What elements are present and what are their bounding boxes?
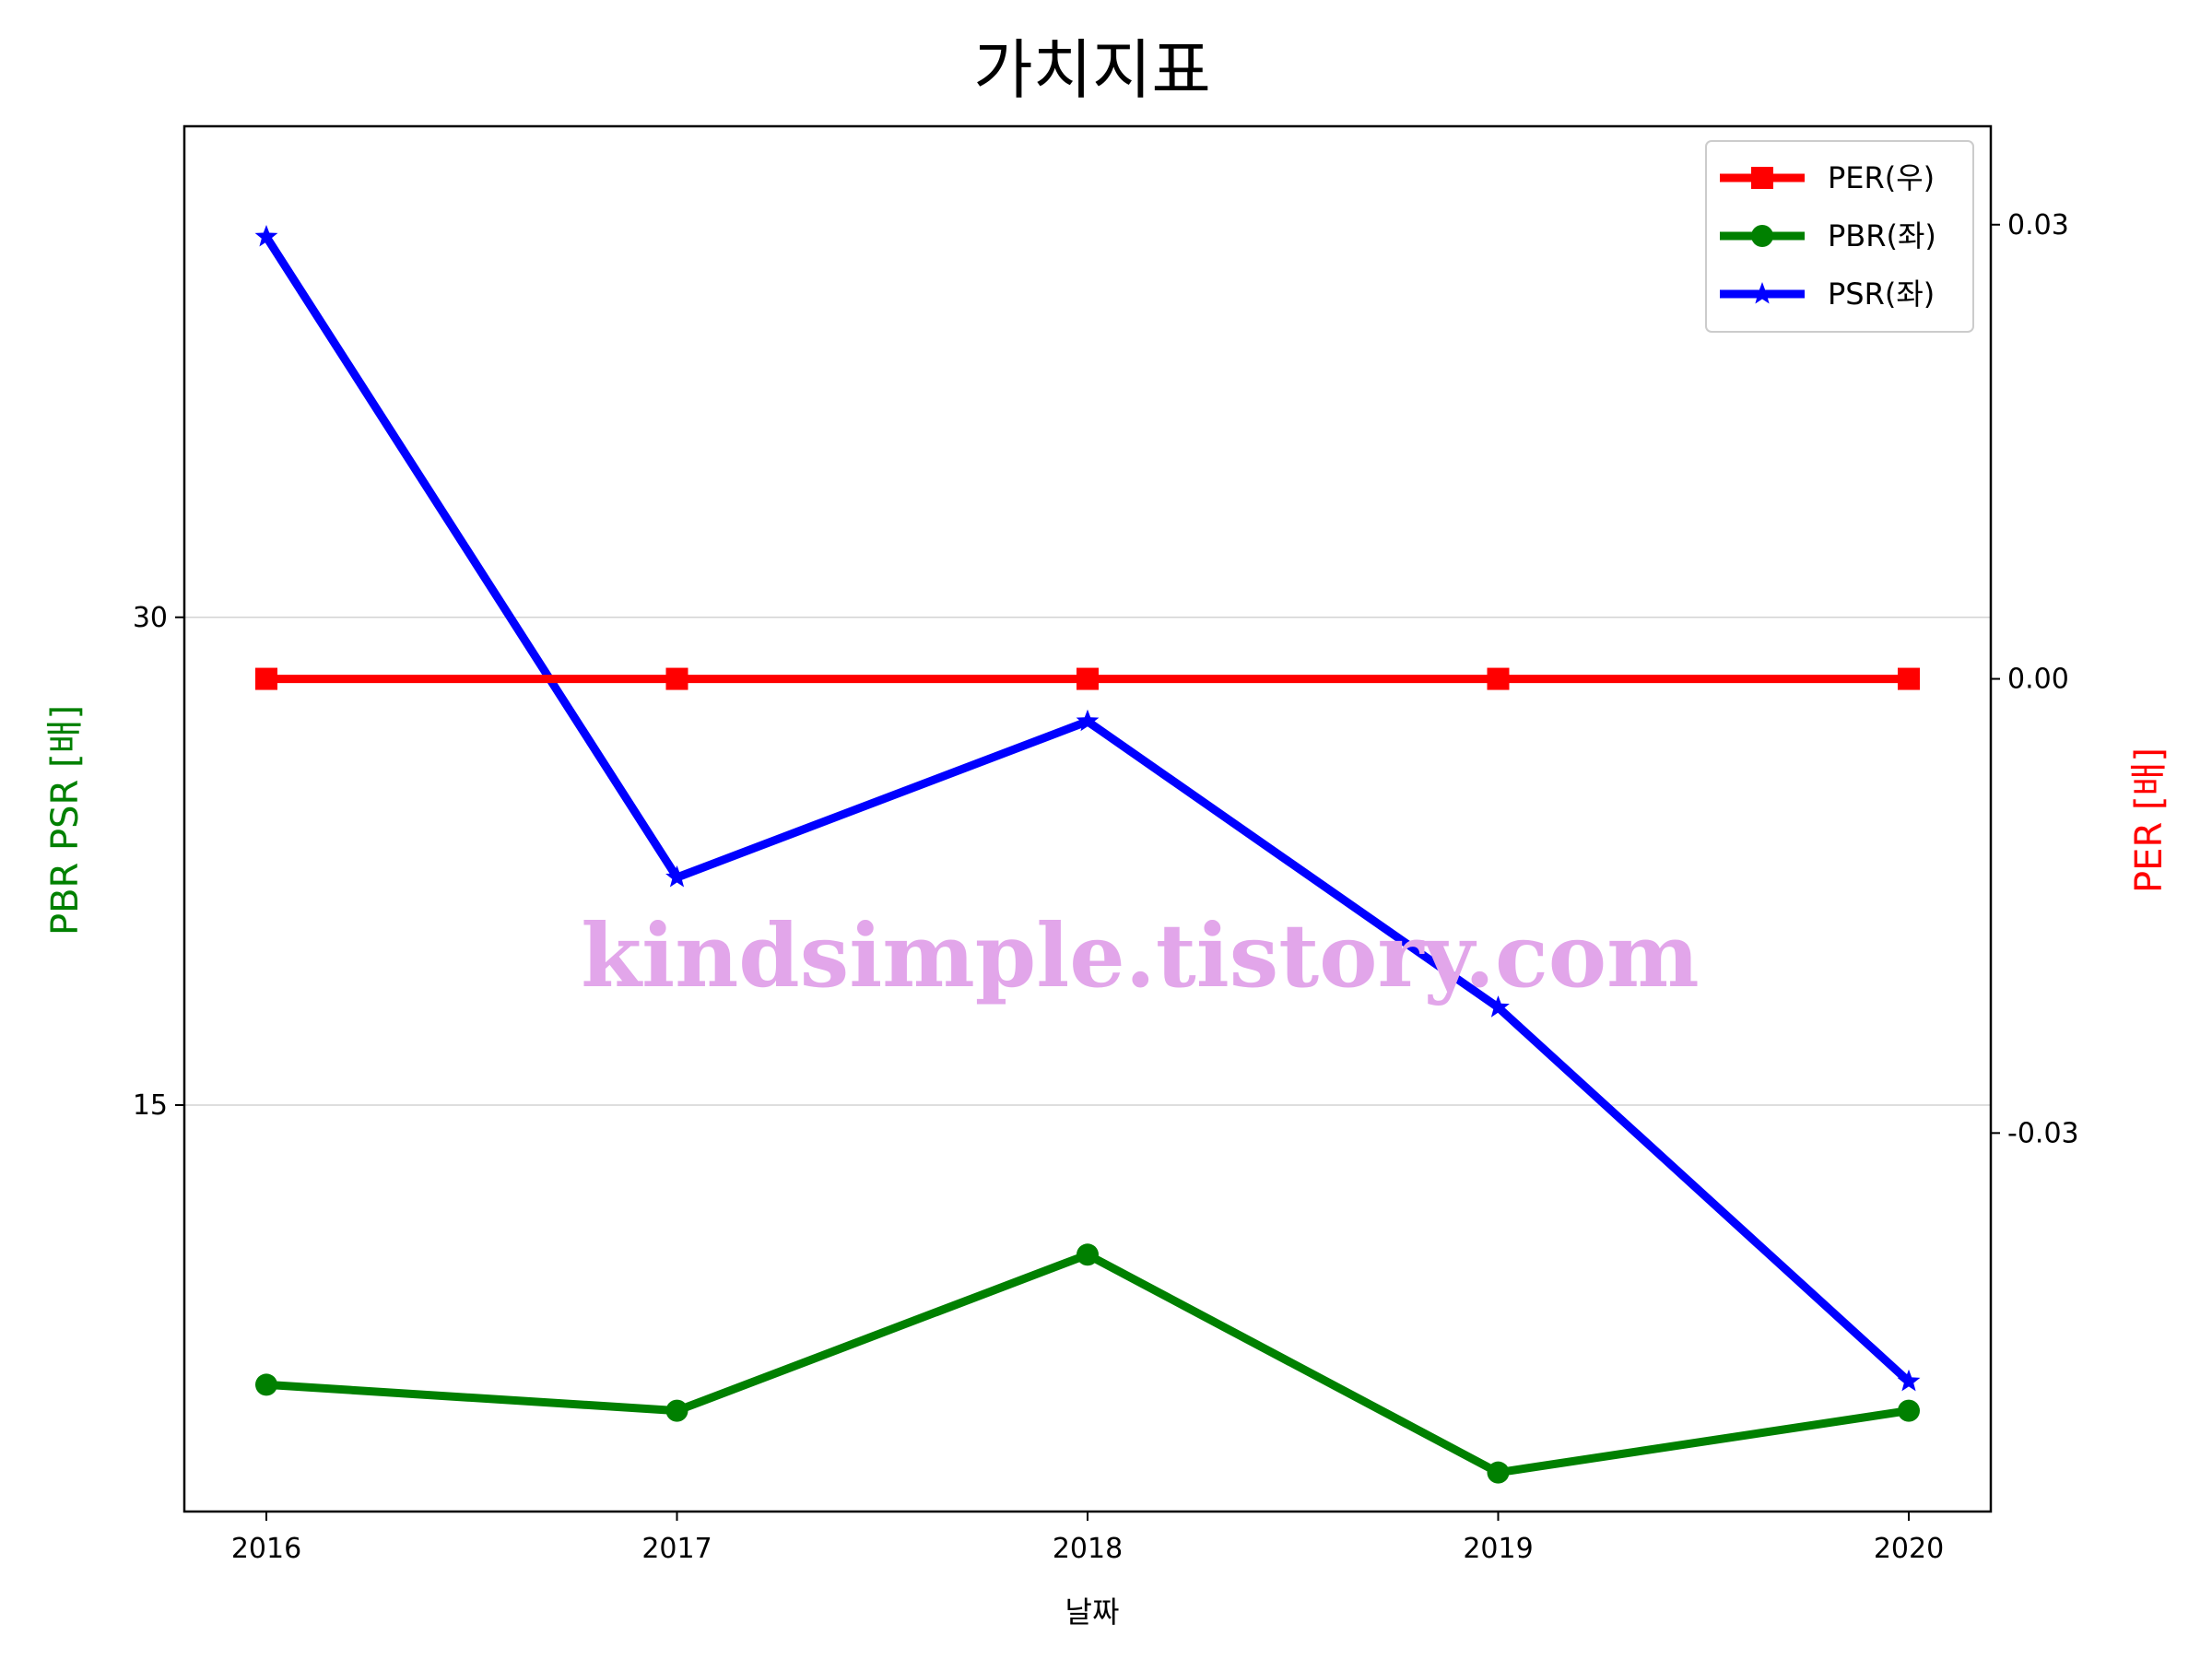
- psr-point: [1487, 995, 1510, 1018]
- pbr-point: [1898, 1399, 1920, 1422]
- grid-layer: [184, 617, 1991, 1106]
- x-tick-label: 2019: [1463, 1533, 1533, 1565]
- legend-marker-pbr: [1751, 225, 1773, 247]
- chart-title: 가치지표: [973, 32, 1211, 108]
- y-right-tick-label: 0.00: [2007, 664, 2069, 696]
- psr-point: [1076, 709, 1100, 732]
- pbr-point: [665, 1399, 688, 1422]
- y-right-tick-label: 0.03: [2007, 209, 2069, 241]
- y-axis-left-title: PBR PSR [배]: [44, 705, 87, 935]
- legend-label-pbr: PBR(좌): [1828, 218, 1936, 253]
- per-point: [1077, 667, 1099, 690]
- y-left-tick-label: 15: [133, 1089, 168, 1122]
- legend-label-psr: PSR(좌): [1828, 276, 1935, 312]
- x-tick-label: 2017: [641, 1533, 712, 1565]
- legend-label-per: PER(우): [1828, 160, 1935, 195]
- psr-point: [1897, 1369, 1921, 1392]
- legend-marker-per: [1751, 167, 1773, 189]
- axis-layer: 15 30 0.03 0.00 -0.03 2016 2017 2018 2019 2020: [133, 209, 2079, 1565]
- pbr-point: [255, 1373, 277, 1396]
- y-left-tick-label: 30: [133, 602, 168, 634]
- per-point: [665, 667, 688, 690]
- pbr-point: [1077, 1243, 1099, 1266]
- per-point: [1487, 667, 1510, 690]
- x-axis-title: 날짜: [1065, 1594, 1120, 1630]
- pbr-point: [1487, 1461, 1510, 1484]
- per-point: [1898, 667, 1920, 690]
- legend: PER(우) PBR(좌) PSR(좌): [1705, 140, 1974, 333]
- x-tick-label: 2020: [1874, 1533, 1944, 1565]
- x-tick-label: 2018: [1053, 1533, 1123, 1565]
- psr-point: [254, 225, 278, 247]
- y-axis-right-title: PER [배]: [2128, 747, 2171, 893]
- per-point: [255, 667, 277, 690]
- watermark-text: kindsimple.tistory.com: [581, 905, 1699, 1007]
- y-right-tick-label: -0.03: [2007, 1117, 2079, 1149]
- series-layer: [254, 225, 1921, 1484]
- legend-marker-psr: [1750, 282, 1774, 304]
- x-tick-label: 2016: [231, 1533, 301, 1565]
- psr-point: [665, 865, 688, 888]
